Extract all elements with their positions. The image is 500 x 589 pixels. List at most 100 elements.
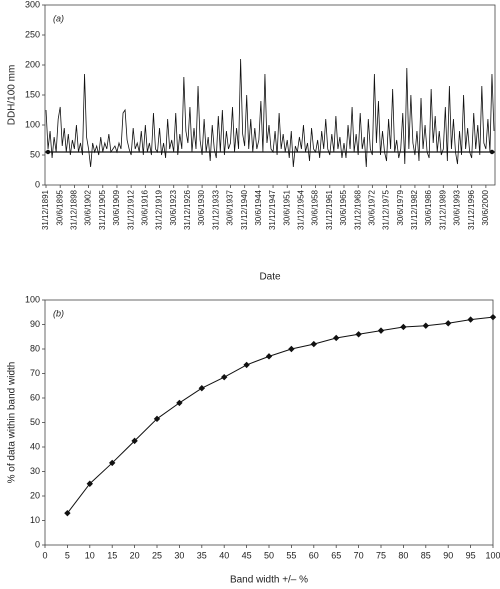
data-point [377, 327, 385, 334]
x-tick-label: 20 [130, 550, 140, 560]
x-tick-label: 25 [152, 550, 162, 560]
y-axis-label: % of data within band width [7, 362, 18, 484]
x-tick-label: 75 [376, 550, 386, 560]
x-tick-label: 85 [421, 550, 431, 560]
data-line [67, 316, 494, 514]
x-tick-label: 31/12/1996 [467, 189, 476, 230]
data-point [109, 459, 116, 467]
y-tick-label: 50 [30, 149, 40, 159]
x-tick-label: 30/6/1937 [226, 189, 235, 225]
x-tick-label: 30/6/1993 [453, 189, 462, 225]
x-axis-label: Band width +/– % [230, 575, 308, 586]
y-tick-label: 0 [35, 539, 40, 549]
data-point [153, 415, 161, 423]
x-tick-label: 60 [309, 550, 319, 560]
x-tick-label: 30/6/1972 [367, 189, 376, 225]
data-point [400, 323, 407, 331]
data-point [176, 399, 183, 407]
panel-label: (a) [53, 13, 64, 23]
x-tick-label: 30/6/2000 [481, 189, 490, 225]
y-tick-label: 50 [30, 417, 40, 427]
x-tick-label: 31/12/1926 [183, 189, 192, 230]
x-tick-label: 95 [466, 550, 476, 560]
y-tick-label: 20 [30, 490, 40, 500]
x-tick-label: 30/6/1958 [311, 189, 320, 225]
x-tick-label: 50 [264, 550, 274, 560]
y-tick-label: 100 [25, 119, 40, 129]
plot-frame [44, 299, 494, 546]
x-tick-label: 31/12/1989 [438, 189, 447, 230]
x-tick-label: 55 [286, 550, 296, 560]
data-point [310, 340, 317, 348]
x-tick-label: 31/12/1933 [211, 189, 220, 230]
data-point [265, 353, 273, 360]
data-point [198, 385, 205, 392]
reference-end [489, 149, 495, 155]
x-tick-label: 30/6/1965 [339, 189, 348, 225]
x-tick-label: 30/6/1902 [84, 189, 93, 225]
data-point [64, 509, 71, 517]
x-tick-label: 30/6/1951 [282, 189, 291, 225]
x-axis-label: Date [259, 272, 281, 283]
y-tick-label: 30 [30, 466, 40, 476]
data-point [445, 320, 452, 327]
x-tick-label: 31/12/1975 [382, 189, 391, 230]
y-tick-label: 70 [30, 368, 40, 378]
y-tick-label: 250 [25, 29, 40, 39]
x-tick-label: 30/6/1986 [424, 189, 433, 225]
x-tick-label: 30/6/1944 [254, 189, 263, 225]
data-point [131, 437, 138, 445]
data-point [243, 361, 250, 369]
x-tick-label: 80 [398, 550, 408, 560]
x-tick-label: 5 [65, 550, 70, 560]
x-tick-label: 90 [443, 550, 453, 560]
y-tick-label: 0 [35, 179, 40, 189]
data-point [489, 313, 497, 321]
x-tick-label: 30/6/1895 [55, 189, 64, 225]
y-tick-label: 200 [25, 59, 40, 69]
x-tick-label: 10 [85, 550, 95, 560]
y-tick-label: 80 [30, 343, 40, 353]
y-tick-label: 150 [25, 89, 40, 99]
x-tick-label: 31/12/1919 [155, 189, 164, 230]
x-tick-label: 30/6/1930 [197, 189, 206, 225]
y-tick-label: 300 [25, 0, 40, 9]
x-tick-label: 31/12/1891 [41, 189, 50, 230]
data-point [422, 322, 429, 329]
x-tick-label: 31/12/1982 [410, 189, 419, 230]
plot-frame [44, 4, 496, 186]
y-tick-label: 90 [30, 319, 40, 329]
x-tick-label: 70 [354, 550, 364, 560]
y-axis-label: DDH/100 mm [7, 65, 18, 126]
x-tick-label: 30 [174, 550, 184, 560]
x-tick-label: 100 [485, 550, 500, 560]
x-tick-label: 65 [331, 550, 341, 560]
x-tick-label: 31/12/1912 [126, 189, 135, 230]
x-tick-label: 0 [42, 550, 47, 560]
panel-label: (b) [53, 308, 64, 318]
y-tick-label: 100 [25, 294, 40, 304]
x-tick-label: 31/12/1947 [268, 189, 277, 230]
x-tick-label: 30/6/1979 [396, 189, 405, 225]
data-point [333, 334, 340, 342]
reference-end [45, 149, 51, 155]
x-tick-label: 40 [219, 550, 229, 560]
data-point [355, 331, 362, 338]
x-tick-label: 30/6/1916 [140, 189, 149, 225]
x-tick-label: 15 [107, 550, 117, 560]
y-tick-label: 10 [30, 515, 40, 525]
x-tick-label: 31/12/1954 [297, 189, 306, 230]
x-tick-label: 30/6/1923 [169, 189, 178, 225]
x-tick-label: 45 [242, 550, 252, 560]
y-tick-label: 60 [30, 392, 40, 402]
x-tick-label: 35 [197, 550, 207, 560]
x-tick-label: 31/12/1898 [70, 189, 79, 230]
data-line [45, 58, 495, 168]
x-tick-label: 31/12/1968 [353, 189, 362, 230]
x-tick-label: 31/12/1905 [98, 189, 107, 230]
y-tick-label: 40 [30, 441, 40, 451]
x-tick-label: 30/6/1909 [112, 189, 121, 225]
x-tick-label: 31/12/1961 [325, 189, 334, 230]
data-point [221, 373, 228, 381]
